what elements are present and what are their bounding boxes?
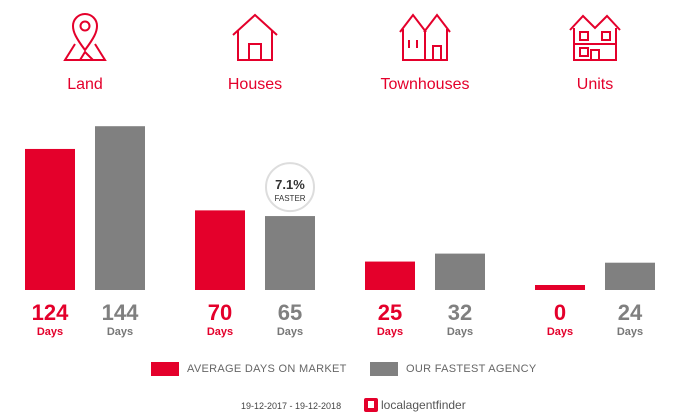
legend-swatch-average	[151, 362, 179, 376]
unit-label-units-fastest: Days	[617, 326, 643, 338]
bar-units-average	[535, 285, 585, 290]
legend-item-average: AVERAGE DAYS ON MARKET	[151, 362, 347, 376]
value-label-houses-average: 70	[208, 300, 232, 325]
bar-houses-average	[195, 210, 245, 290]
value-label-units-fastest: 24	[618, 300, 643, 325]
brand-name: localagentfinder	[381, 398, 466, 412]
unit-label-units-average: Days	[547, 326, 573, 338]
faster-badge-text: FASTER	[274, 194, 305, 203]
category-label-townhouses: Townhouses	[380, 76, 470, 93]
category-label-units: Units	[576, 76, 614, 93]
category-land: Land	[0, 10, 170, 94]
category-houses: Houses	[170, 10, 340, 94]
brand-logo-icon	[364, 398, 378, 412]
townhouses-icon	[399, 13, 451, 61]
land-pin-icon	[63, 13, 107, 61]
footer: 19-12-2017 - 19-12-2018 localagentfinder	[0, 398, 700, 416]
value-label-townhouses-average: 25	[378, 300, 402, 325]
units-icon	[569, 14, 621, 61]
unit-label-townhouses-fastest: Days	[447, 326, 473, 338]
value-label-land-fastest: 144	[102, 300, 139, 325]
unit-label-houses-average: Days	[207, 326, 233, 338]
bar-land-average	[25, 148, 75, 290]
unit-label-land-average: Days	[37, 326, 63, 338]
bar-units-fastest	[605, 262, 655, 290]
bar-houses-fastest	[265, 216, 315, 290]
days-on-market-chart: 124Days144Days70Days65Days25Days32Days0D…	[25, 126, 655, 338]
category-townhouses: Townhouses	[340, 10, 510, 94]
category-units: Units	[510, 10, 680, 94]
category-label-houses: Houses	[227, 76, 283, 93]
category-label-land: Land	[67, 76, 103, 93]
faster-badge	[265, 162, 315, 213]
date-range: 19-12-2017 - 19-12-2018	[241, 401, 342, 411]
legend-label-fastest: OUR FASTEST AGENCY	[406, 363, 537, 375]
bar-land-fastest	[95, 126, 145, 290]
legend-label-average: AVERAGE DAYS ON MARKET	[187, 363, 347, 375]
value-label-units-average: 0	[554, 300, 566, 325]
value-label-houses-fastest: 65	[278, 300, 302, 325]
brand: localagentfinder	[364, 398, 466, 412]
value-label-townhouses-fastest: 32	[448, 300, 472, 325]
value-label-land-average: 124	[32, 300, 69, 325]
bar-townhouses-fastest	[435, 253, 485, 290]
unit-label-land-fastest: Days	[107, 326, 133, 338]
bar-townhouses-average	[365, 261, 415, 290]
unit-label-townhouses-average: Days	[377, 326, 403, 338]
legend-swatch-fastest	[370, 362, 398, 376]
chart-legend: AVERAGE DAYS ON MARKET OUR FASTEST AGENC…	[0, 362, 700, 380]
legend-item-fastest: OUR FASTEST AGENCY	[370, 362, 537, 376]
faster-badge-value: 7.1%	[275, 177, 305, 192]
house-icon	[232, 13, 278, 61]
unit-label-houses-fastest: Days	[277, 326, 303, 338]
